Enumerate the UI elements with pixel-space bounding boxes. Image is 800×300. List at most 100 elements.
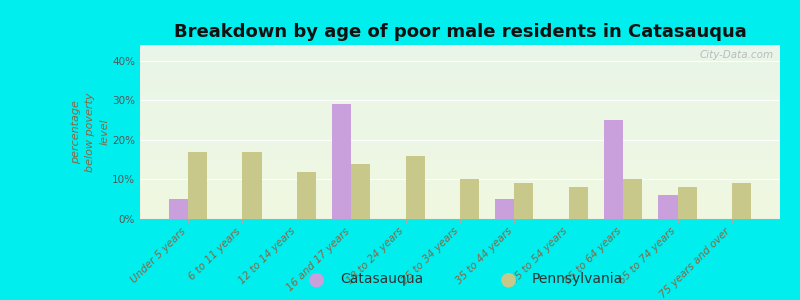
Bar — [140, 101, 780, 102]
Bar — [140, 205, 780, 207]
Bar — [140, 102, 780, 104]
Bar — [140, 217, 780, 219]
Bar — [140, 111, 780, 113]
Bar — [140, 169, 780, 170]
Bar — [140, 200, 780, 202]
Bar — [140, 49, 780, 50]
Bar — [140, 118, 780, 120]
Bar — [140, 184, 780, 186]
Bar — [140, 92, 780, 94]
Bar — [188, 152, 207, 219]
Title: Breakdown by age of poor male residents in Catasauqua: Breakdown by age of poor male residents … — [174, 23, 746, 41]
Bar — [140, 158, 780, 160]
Bar — [140, 174, 780, 176]
Bar — [140, 127, 780, 128]
Bar — [140, 122, 780, 123]
Y-axis label: percentage
below poverty
level: percentage below poverty level — [71, 92, 110, 172]
Bar — [460, 179, 479, 219]
Bar — [140, 215, 780, 217]
Bar — [140, 120, 780, 122]
Bar — [140, 153, 780, 154]
Bar — [140, 212, 780, 214]
Bar — [140, 82, 780, 83]
Bar — [140, 95, 780, 97]
Text: Pennsylvania: Pennsylvania — [532, 272, 623, 286]
Bar — [140, 172, 780, 174]
Bar — [140, 88, 780, 90]
Bar — [140, 182, 780, 184]
Bar — [140, 125, 780, 127]
Bar — [140, 94, 780, 95]
Bar — [140, 47, 780, 49]
Bar — [140, 56, 780, 57]
Bar — [140, 97, 780, 99]
Bar — [140, 62, 780, 64]
Bar — [140, 198, 780, 200]
Bar — [732, 183, 751, 219]
Bar — [623, 179, 642, 219]
Bar — [140, 207, 780, 208]
Bar — [140, 146, 780, 148]
Bar — [140, 165, 780, 167]
Bar — [140, 83, 780, 85]
Bar — [140, 144, 780, 146]
Bar — [140, 156, 780, 158]
Bar — [140, 196, 780, 198]
Bar — [332, 104, 351, 219]
Bar — [140, 142, 780, 144]
Bar — [140, 162, 780, 163]
Bar — [140, 136, 780, 137]
Bar — [140, 149, 780, 151]
Bar — [140, 177, 780, 179]
Text: Catasauqua: Catasauqua — [340, 272, 423, 286]
Bar — [406, 156, 425, 219]
Bar — [140, 110, 780, 111]
Bar — [140, 208, 780, 210]
Bar — [140, 71, 780, 73]
Bar — [140, 154, 780, 156]
Bar — [140, 132, 780, 134]
Bar — [140, 80, 780, 82]
Bar — [242, 152, 262, 219]
Bar — [140, 104, 780, 106]
Bar — [140, 195, 780, 197]
Bar — [140, 130, 780, 132]
Bar — [140, 128, 780, 130]
Bar — [140, 202, 780, 203]
Bar — [140, 123, 780, 125]
Bar — [297, 172, 316, 219]
Bar — [140, 214, 780, 215]
Bar — [140, 188, 780, 189]
Bar — [140, 160, 780, 162]
Bar — [140, 167, 780, 169]
Bar — [514, 183, 534, 219]
Bar — [140, 59, 780, 61]
Bar — [140, 75, 780, 76]
Bar — [140, 137, 780, 139]
Text: ●: ● — [499, 269, 517, 289]
Bar — [140, 210, 780, 212]
Bar — [140, 106, 780, 108]
Bar — [678, 188, 697, 219]
Bar — [140, 68, 780, 69]
Bar — [140, 57, 780, 59]
Bar — [140, 139, 780, 141]
Bar — [140, 179, 780, 181]
Bar — [140, 78, 780, 80]
Bar — [140, 163, 780, 165]
Bar — [351, 164, 370, 219]
Bar — [140, 73, 780, 75]
Bar — [140, 181, 780, 182]
Bar — [140, 90, 780, 92]
Bar — [140, 61, 780, 62]
Bar — [140, 54, 780, 56]
Bar — [169, 199, 188, 219]
Bar — [140, 148, 780, 149]
Bar — [140, 170, 780, 172]
Bar — [140, 176, 780, 177]
Bar — [658, 195, 678, 219]
Bar — [140, 203, 780, 205]
Bar — [140, 113, 780, 115]
Bar — [140, 193, 780, 195]
Bar — [140, 64, 780, 66]
